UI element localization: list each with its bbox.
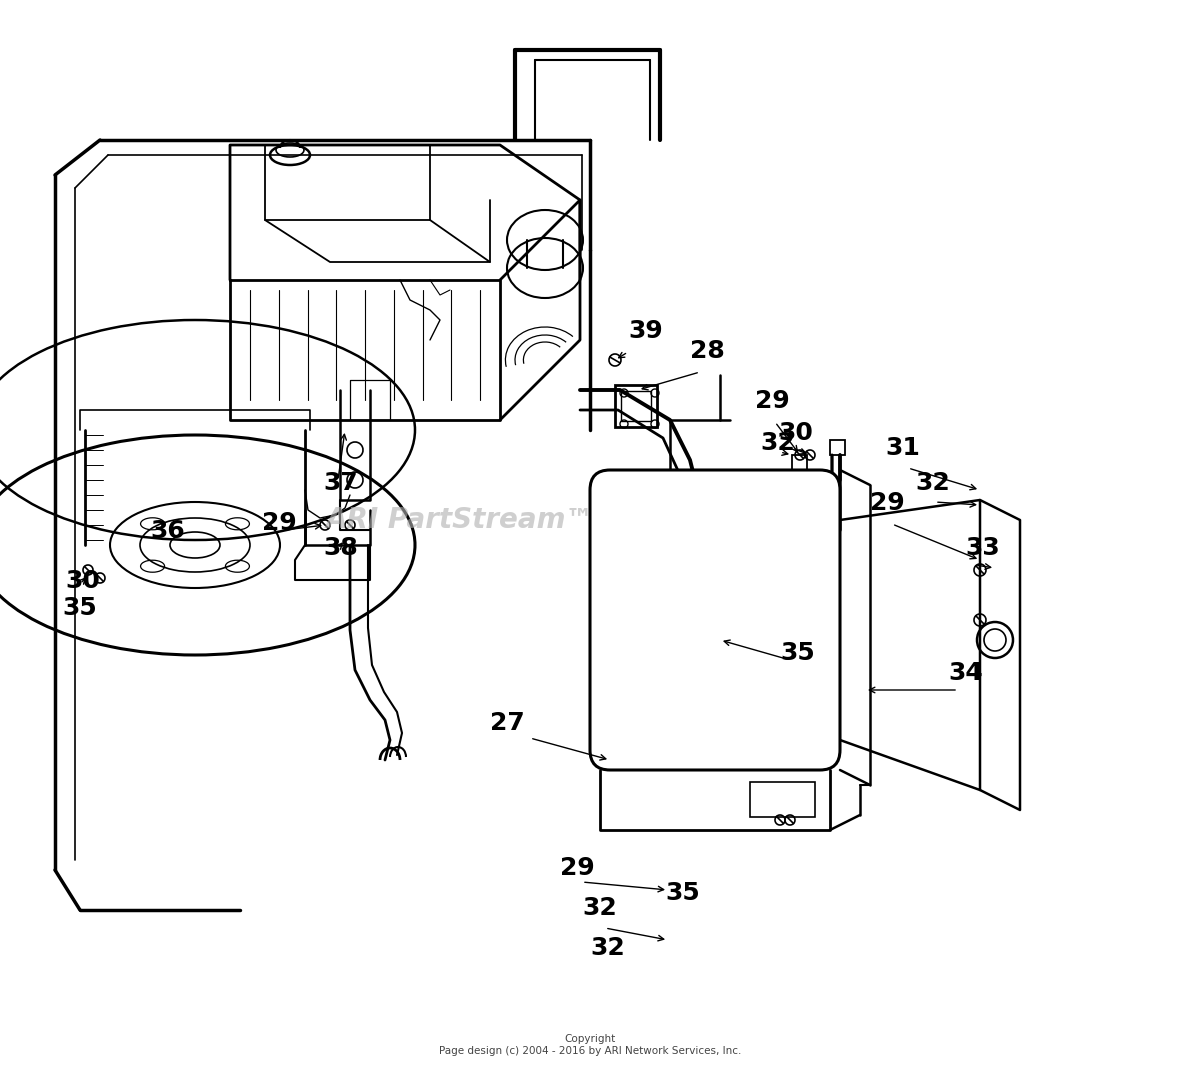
Text: 32: 32 [590, 936, 624, 960]
Text: 29: 29 [262, 511, 296, 535]
Text: 38: 38 [323, 536, 358, 560]
Text: ARI PartStream™: ARI PartStream™ [326, 506, 594, 534]
Text: 34: 34 [948, 661, 983, 685]
Bar [621, 391, 651, 421]
Text: 32: 32 [914, 471, 950, 495]
Text: 27: 27 [490, 711, 525, 735]
Bar [610, 650, 632, 672]
Text: 29: 29 [870, 491, 905, 515]
Text: 30: 30 [778, 421, 813, 445]
FancyBboxPatch shape [590, 470, 840, 770]
Text: 35: 35 [63, 596, 97, 620]
Text: 35: 35 [666, 881, 700, 905]
Text: 29: 29 [560, 856, 595, 880]
Bar [615, 385, 657, 427]
Text: 39: 39 [628, 319, 663, 343]
Text: 32: 32 [582, 896, 617, 920]
Text: Copyright
Page design (c) 2004 - 2016 by ARI Network Services, Inc.: Copyright Page design (c) 2004 - 2016 by… [439, 1034, 741, 1056]
Text: 30: 30 [65, 569, 100, 593]
Text: 37: 37 [323, 471, 358, 495]
Text: 35: 35 [780, 641, 814, 665]
Bar [750, 782, 815, 817]
Text: 32: 32 [760, 431, 795, 455]
Text: 33: 33 [965, 536, 999, 560]
Bar [610, 700, 632, 722]
Bar [830, 440, 845, 455]
Text: 28: 28 [690, 339, 725, 363]
Bar [792, 455, 807, 475]
Text: 29: 29 [755, 389, 789, 413]
Text: 36: 36 [150, 519, 185, 543]
Text: 31: 31 [885, 436, 920, 460]
